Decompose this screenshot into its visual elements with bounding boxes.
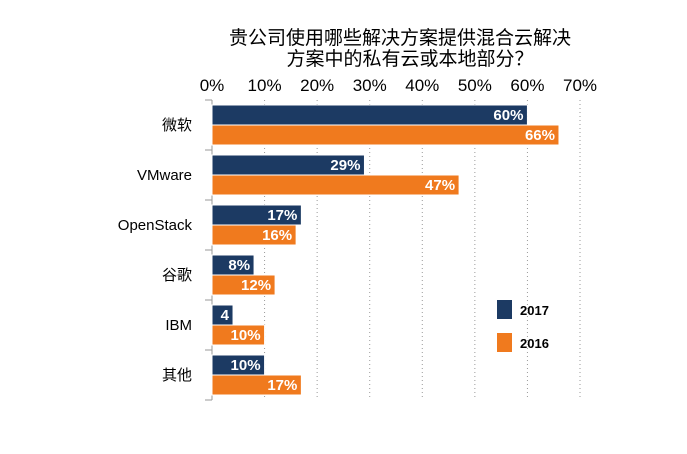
bar-2016 [211,174,460,196]
x-tick-label: 50% [458,76,492,95]
category-labels: 微软 VMware OpenStack 谷歌 IBM 其他 [118,117,193,384]
legend-swatch-2017 [497,300,512,319]
x-tick-label: 60% [510,76,544,95]
x-tick-label: 20% [300,76,334,95]
bars: 60%66%29%47%17%16%8%12%410%10%17% [211,104,560,396]
category-label: 其他 [162,367,192,384]
x-tick-label: 30% [353,76,387,95]
x-tick-label: 0% [200,76,225,95]
data-label: 12% [241,277,271,294]
chart-title-line-1: 贵公司使用哪些解决方案提供混合云解决 [229,27,571,49]
data-label: 4 [221,307,230,324]
data-label: 17% [267,207,297,224]
x-axis-ticks: 0% 10% 20% 30% 40% 50% 60% 70% [200,76,597,95]
data-label: 8% [228,257,250,274]
legend: 2017 2016 [497,300,549,352]
data-label: 10% [231,357,261,374]
data-label: 16% [262,227,292,244]
category-label: 谷歌 [162,267,192,284]
bar-2016 [211,374,302,396]
bar-2017 [211,104,528,126]
chart-title-line-2: 方案中的私有云或本地部分？ [286,48,533,70]
legend-swatch-2016 [497,333,512,352]
gridlines [205,99,581,401]
category-label: OpenStack [118,217,193,234]
legend-label: 2017 [520,303,549,318]
data-label: 66% [525,127,555,144]
category-label: IBM [165,317,192,334]
x-tick-label: 40% [405,76,439,95]
data-label: 60% [493,107,523,124]
bar-2016 [211,224,297,246]
legend-label: 2016 [520,336,549,351]
bar-2016 [211,274,276,296]
x-tick-label: 10% [248,76,282,95]
category-label: 微软 [162,117,192,134]
x-tick-label: 70% [563,76,597,95]
data-label: 17% [267,377,297,394]
data-label: 10% [231,327,261,344]
bar-2016 [211,124,560,146]
data-label: 47% [425,177,455,194]
category-label: VMware [137,167,192,184]
bar-2016 [211,324,266,346]
data-label: 29% [330,157,360,174]
